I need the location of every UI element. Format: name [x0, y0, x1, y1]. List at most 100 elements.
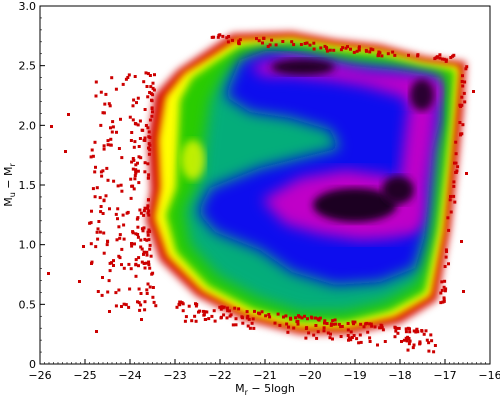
outlier-point: [102, 231, 106, 235]
outlier-point: [149, 85, 153, 89]
outlier-point: [449, 210, 453, 214]
outlier-point: [137, 287, 141, 291]
outlier-point: [115, 130, 118, 134]
outlier-point: [129, 267, 133, 271]
outlier-point: [145, 238, 149, 242]
outlier-point: [197, 310, 200, 314]
outlier-point: [237, 307, 241, 311]
outlier-point: [150, 114, 154, 118]
outlier-point: [393, 326, 397, 330]
outlier-point: [440, 57, 444, 61]
x-axis-label: Mr − 5logh: [235, 382, 295, 397]
outlier-point: [175, 305, 179, 309]
outlier-point: [138, 119, 142, 123]
outlier-point: [93, 140, 97, 144]
outlier-point: [142, 213, 146, 217]
outlier-point: [446, 216, 450, 220]
outlier-point: [368, 340, 372, 343]
x-tick-label: −18: [388, 369, 411, 382]
outlier-point: [404, 330, 408, 334]
outlier-point: [460, 80, 464, 83]
outlier-point: [98, 230, 102, 234]
outlier-point: [110, 76, 114, 80]
outlier-point: [114, 87, 118, 91]
outlier-point: [438, 53, 442, 57]
outlier-point: [317, 318, 321, 322]
density-patch-left: [181, 140, 205, 180]
outlier-point: [276, 312, 280, 316]
outlier-point: [312, 47, 316, 51]
outlier-point: [194, 304, 198, 308]
outlier-point: [131, 118, 135, 122]
outlier-point: [442, 285, 446, 289]
outlier-point: [365, 321, 369, 325]
outlier-point: [152, 300, 156, 304]
y-tick-label: 3.0: [19, 0, 37, 13]
outlier-point: [108, 143, 112, 147]
outlier-point: [104, 194, 108, 198]
outlier-point: [108, 310, 111, 313]
outlier-point: [178, 303, 182, 307]
outlier-point: [131, 230, 135, 234]
outlier-point: [96, 237, 100, 241]
outlier-point: [94, 80, 98, 84]
outlier-point: [312, 41, 316, 45]
outlier-point: [136, 161, 139, 165]
outlier-point: [252, 326, 256, 330]
outlier-point: [190, 319, 194, 323]
outlier-point: [393, 335, 397, 339]
outlier-point: [438, 56, 442, 60]
outlier-point: [452, 180, 456, 184]
outlier-point: [117, 288, 121, 292]
outlier-point: [406, 348, 410, 352]
outlier-point: [379, 323, 383, 327]
outlier-point: [148, 136, 152, 139]
outlier-point: [454, 152, 458, 156]
outlier-point: [305, 41, 309, 45]
outlier-point: [295, 320, 299, 324]
outlier-point: [147, 263, 151, 267]
outlier-point: [90, 262, 93, 265]
outlier-point: [137, 301, 141, 305]
outlier-point: [445, 250, 448, 253]
outlier-point: [443, 265, 447, 268]
x-tick-label: −22: [208, 369, 231, 382]
outlier-point: [247, 317, 251, 321]
outlier-point: [143, 108, 147, 111]
outlier-point: [137, 256, 141, 260]
outlier-point: [234, 317, 238, 321]
outlier-point: [143, 139, 147, 142]
outlier-point: [143, 266, 147, 270]
outlier-point: [414, 330, 418, 334]
outlier-point: [146, 126, 150, 130]
outlier-point: [101, 111, 105, 115]
outlier-point: [449, 56, 453, 59]
outlier-point: [337, 322, 341, 326]
outlier-point: [127, 305, 131, 309]
outlier-point: [133, 122, 137, 125]
outlier-point: [328, 336, 332, 340]
outlier-point: [346, 45, 349, 49]
y-axis-minor-ticks: [40, 5, 42, 365]
outlier-point: [193, 314, 197, 318]
outlier-point: [396, 331, 400, 335]
outlier-point: [303, 314, 306, 318]
outlier-point: [131, 167, 135, 171]
outlier-point: [444, 287, 448, 291]
outlier-point: [129, 177, 133, 181]
outlier-point: [226, 309, 230, 313]
outlier-point: [131, 104, 135, 108]
outlier-point: [148, 243, 152, 247]
outlier-point: [127, 73, 131, 77]
outlier-point: [400, 340, 403, 343]
outlier-point: [147, 142, 151, 146]
outlier-point: [180, 301, 184, 305]
outlier-point: [151, 271, 155, 275]
outlier-point: [447, 228, 451, 232]
outlier-point: [137, 155, 141, 159]
outlier-point: [365, 49, 368, 53]
outlier-point: [449, 195, 452, 198]
outlier-point: [108, 104, 112, 108]
outlier-point: [377, 50, 381, 54]
